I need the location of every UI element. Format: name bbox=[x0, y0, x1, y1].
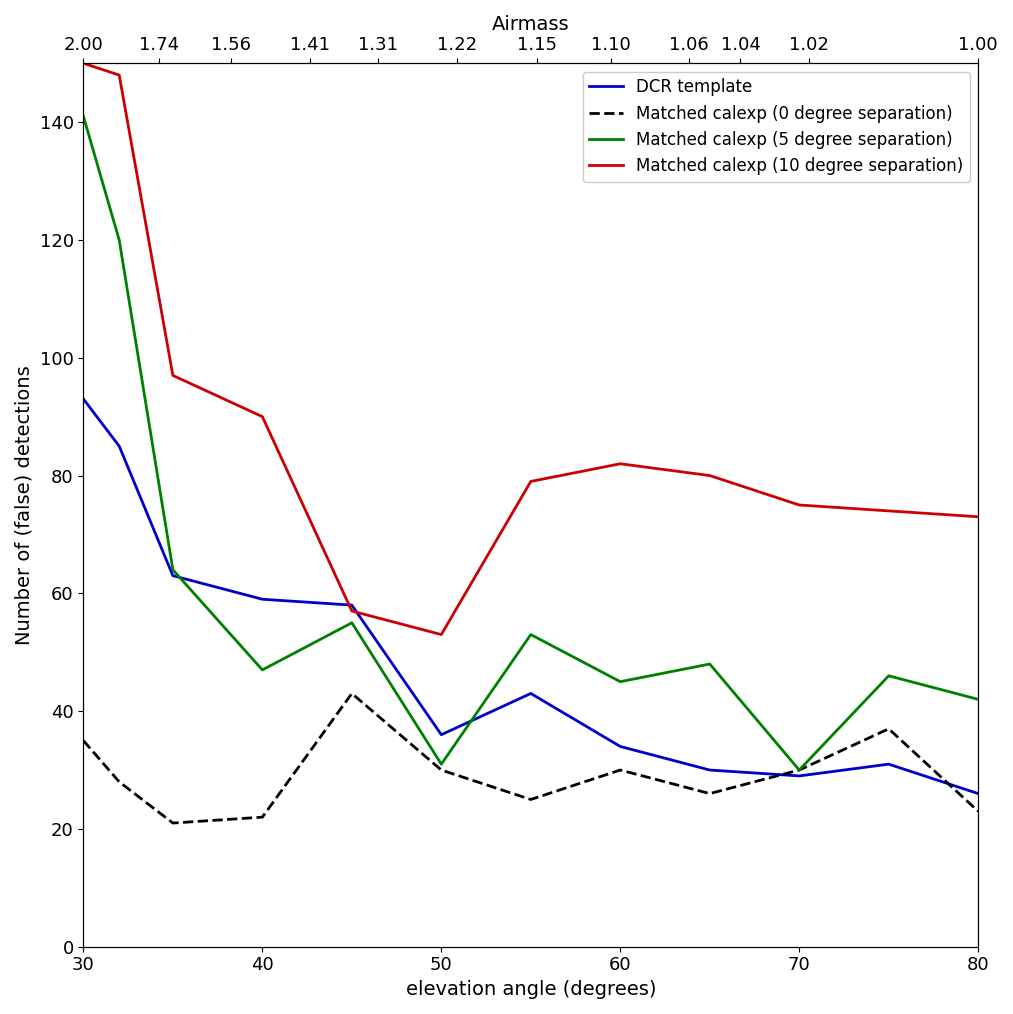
DCR template bbox=[256, 593, 268, 605]
X-axis label: elevation angle (degrees): elevation angle (degrees) bbox=[405, 980, 656, 999]
Legend: DCR template, Matched calexp (0 degree separation), Matched calexp (5 degree sep: DCR template, Matched calexp (0 degree s… bbox=[582, 72, 969, 182]
Matched calexp (0 degree separation) bbox=[972, 805, 985, 817]
Matched calexp (0 degree separation) bbox=[704, 788, 716, 800]
Matched calexp (10 degree separation) bbox=[345, 605, 358, 618]
Matched calexp (5 degree separation) bbox=[525, 629, 537, 641]
Matched calexp (5 degree separation) bbox=[972, 694, 985, 706]
Y-axis label: Number of (false) detections: Number of (false) detections bbox=[15, 365, 34, 645]
DCR template bbox=[614, 740, 626, 752]
Line: Matched calexp (0 degree separation): Matched calexp (0 degree separation) bbox=[83, 694, 979, 823]
Line: Matched calexp (10 degree separation): Matched calexp (10 degree separation) bbox=[83, 63, 979, 635]
Matched calexp (10 degree separation) bbox=[167, 369, 179, 381]
X-axis label: Airmass: Airmass bbox=[492, 15, 569, 34]
Line: DCR template: DCR template bbox=[83, 399, 979, 794]
Matched calexp (10 degree separation) bbox=[256, 411, 268, 423]
Matched calexp (10 degree separation) bbox=[614, 457, 626, 469]
Matched calexp (0 degree separation) bbox=[793, 764, 805, 776]
Matched calexp (10 degree separation) bbox=[704, 469, 716, 482]
Matched calexp (10 degree separation) bbox=[436, 629, 448, 641]
Matched calexp (0 degree separation) bbox=[882, 723, 894, 735]
DCR template bbox=[882, 758, 894, 771]
Matched calexp (0 degree separation) bbox=[256, 811, 268, 823]
Matched calexp (0 degree separation) bbox=[167, 817, 179, 829]
DCR template bbox=[704, 764, 716, 776]
DCR template bbox=[972, 788, 985, 800]
Matched calexp (5 degree separation) bbox=[167, 564, 179, 576]
DCR template bbox=[167, 570, 179, 582]
Matched calexp (10 degree separation) bbox=[113, 69, 126, 81]
Matched calexp (5 degree separation) bbox=[704, 658, 716, 670]
Matched calexp (5 degree separation) bbox=[113, 234, 126, 246]
DCR template bbox=[525, 687, 537, 700]
Matched calexp (5 degree separation) bbox=[345, 617, 358, 629]
Matched calexp (10 degree separation) bbox=[793, 499, 805, 511]
Matched calexp (0 degree separation) bbox=[436, 764, 448, 776]
DCR template bbox=[345, 599, 358, 611]
Matched calexp (5 degree separation) bbox=[882, 669, 894, 681]
Matched calexp (0 degree separation) bbox=[77, 734, 89, 746]
Matched calexp (5 degree separation) bbox=[77, 111, 89, 123]
Matched calexp (0 degree separation) bbox=[614, 764, 626, 776]
Matched calexp (10 degree separation) bbox=[882, 505, 894, 517]
Matched calexp (10 degree separation) bbox=[77, 57, 89, 69]
DCR template bbox=[113, 440, 126, 452]
DCR template bbox=[793, 770, 805, 782]
Matched calexp (10 degree separation) bbox=[525, 476, 537, 488]
Matched calexp (0 degree separation) bbox=[525, 793, 537, 805]
Matched calexp (5 degree separation) bbox=[256, 664, 268, 676]
Matched calexp (5 degree separation) bbox=[614, 675, 626, 687]
Matched calexp (5 degree separation) bbox=[436, 758, 448, 771]
DCR template bbox=[77, 392, 89, 405]
Matched calexp (0 degree separation) bbox=[345, 687, 358, 700]
Line: Matched calexp (5 degree separation): Matched calexp (5 degree separation) bbox=[83, 117, 979, 770]
Matched calexp (5 degree separation) bbox=[793, 764, 805, 776]
Matched calexp (0 degree separation) bbox=[113, 776, 126, 788]
DCR template bbox=[436, 729, 448, 741]
Matched calexp (10 degree separation) bbox=[972, 511, 985, 523]
